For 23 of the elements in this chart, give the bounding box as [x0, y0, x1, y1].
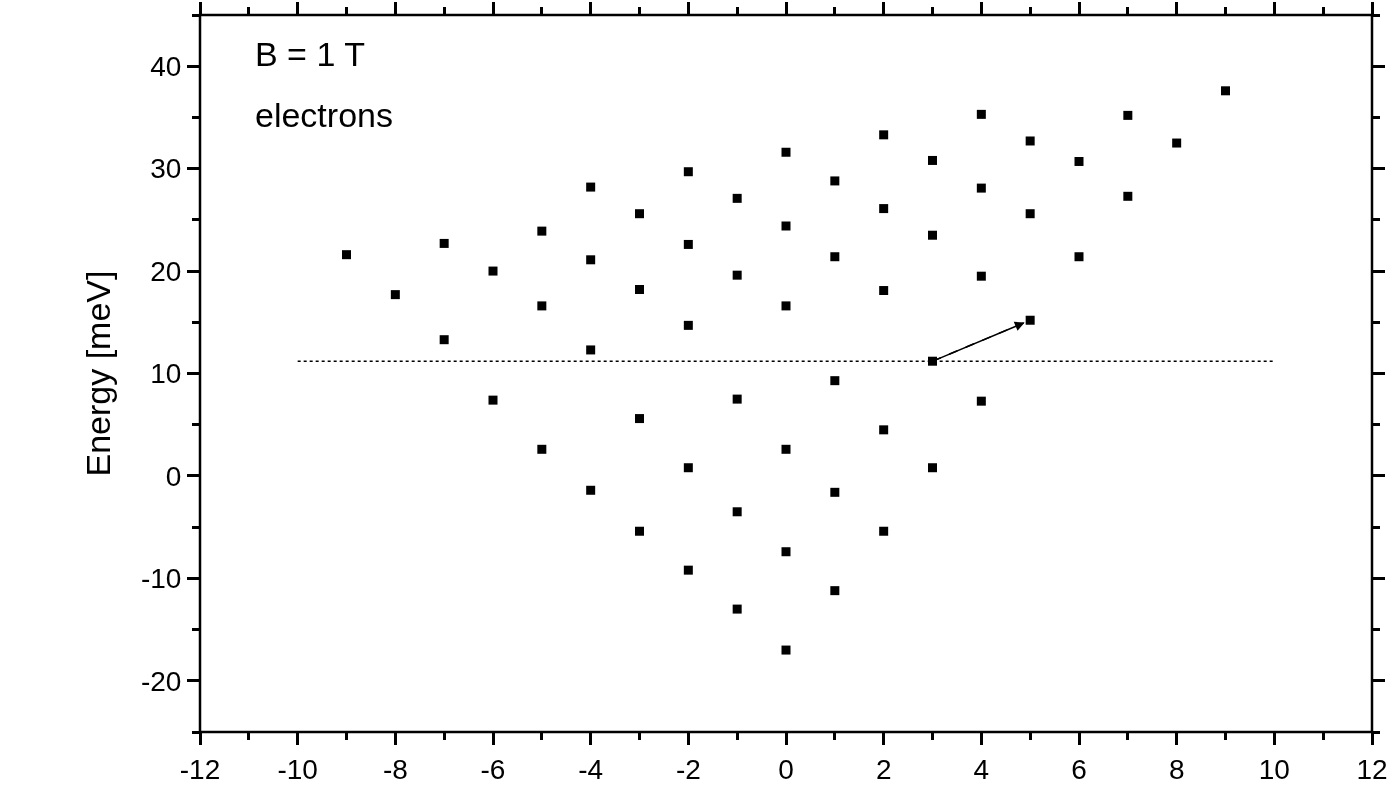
y-axis-title: Energy [meV] [78, 270, 117, 477]
x-tick-label: -4 [578, 753, 604, 785]
x-tick-label: 8 [1168, 753, 1185, 785]
annotation: B = 1 T [255, 35, 365, 73]
x-tick-label: -8 [382, 753, 408, 785]
x-tick-label: -12 [179, 753, 221, 785]
y-tick-label: 10 [150, 358, 182, 390]
x-tick-label: 4 [973, 753, 990, 785]
x-tick-label: -10 [277, 753, 318, 785]
x-tick-label: -2 [675, 753, 701, 785]
y-tick-label: -20 [140, 665, 182, 697]
x-tick-label: 2 [875, 753, 892, 785]
y-tick-label: 40 [150, 51, 182, 83]
y-tick-label: 0 [165, 460, 182, 492]
x-tick-label: 10 [1258, 753, 1290, 785]
y-tick-label: 30 [150, 153, 182, 185]
x-tick-label: 6 [1071, 753, 1087, 785]
y-tick-label: -10 [140, 563, 182, 595]
x-tick-label: 0 [778, 753, 794, 785]
x-tick-label: 12 [1356, 753, 1388, 785]
annotation: electrons [255, 96, 393, 134]
x-tick-label: -6 [480, 753, 506, 785]
y-tick-label: 20 [150, 255, 182, 287]
